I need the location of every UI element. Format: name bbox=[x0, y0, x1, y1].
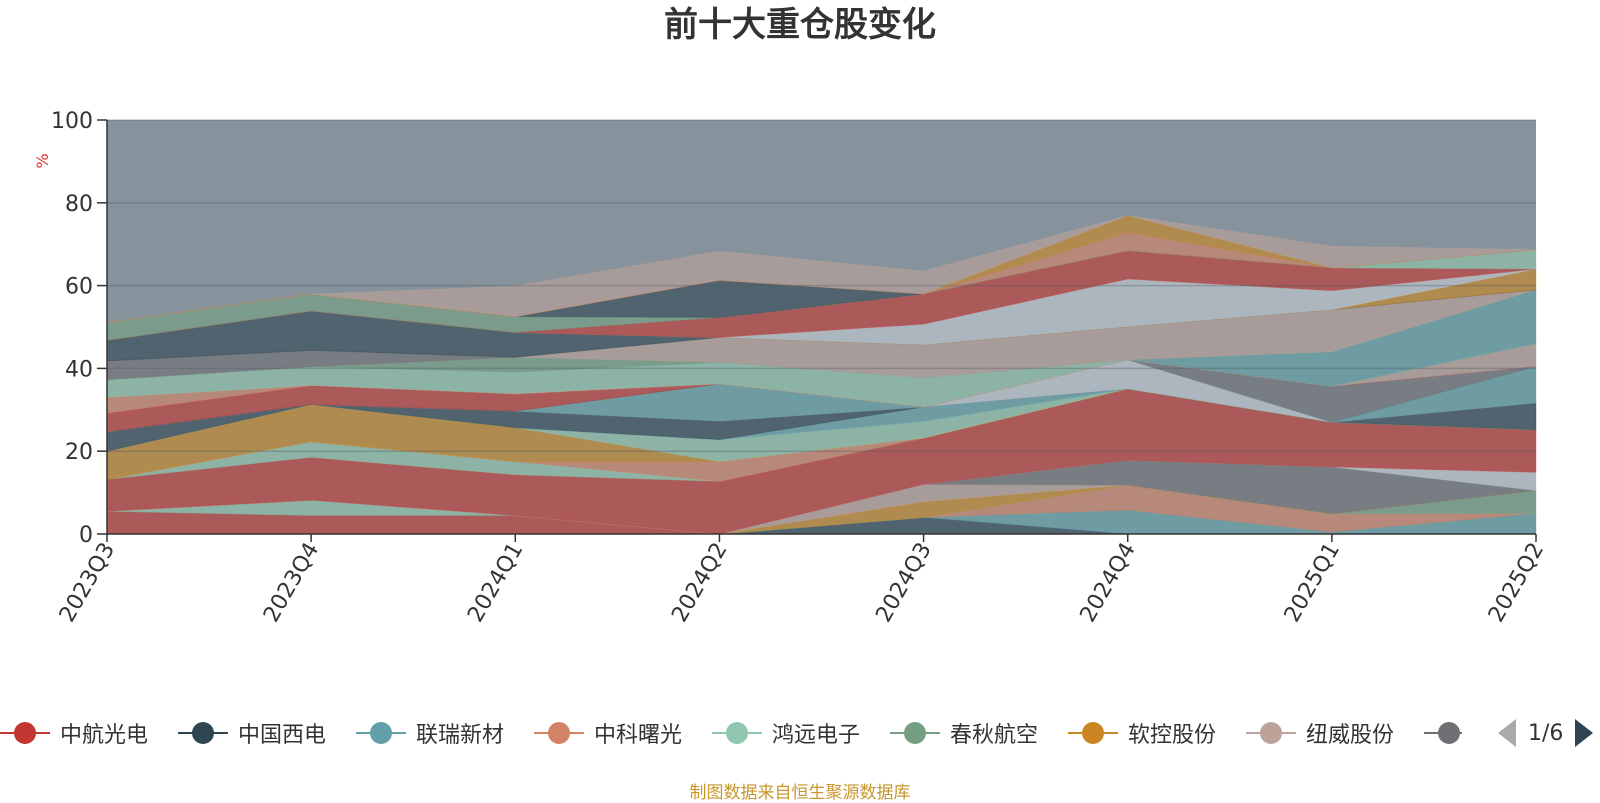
area-series-14 bbox=[106, 388, 1537, 481]
legend-label: 联瑞新材 bbox=[416, 723, 505, 748]
legend-item[interactable]: 中航光电 bbox=[0, 713, 148, 753]
area-series-5 bbox=[106, 484, 1537, 535]
legend-marker-icon bbox=[534, 718, 584, 748]
legend-label: 中国西电 bbox=[238, 723, 327, 748]
area-series-38 bbox=[106, 215, 1537, 323]
pager-next-icon[interactable] bbox=[1575, 719, 1594, 747]
legend-label: 软控股份 bbox=[1128, 723, 1217, 748]
x-tick-label: 2025Q2 bbox=[1484, 539, 1549, 627]
legend-item[interactable]: 联瑞新材 bbox=[356, 713, 504, 753]
legend-pager: 1/6 bbox=[1498, 713, 1594, 753]
area-series-10 bbox=[106, 459, 1537, 535]
legend-label: 鸿远电子 bbox=[772, 723, 861, 748]
legend-marker-icon bbox=[1246, 718, 1296, 748]
legend-item[interactable]: 中国西电 bbox=[178, 713, 326, 753]
legend-marker-icon bbox=[356, 718, 406, 748]
pager-prev-icon[interactable] bbox=[1498, 719, 1516, 747]
legend-marker-icon bbox=[0, 718, 50, 748]
y-tick-label: 60 bbox=[65, 275, 93, 300]
pager-text: 1/6 bbox=[1528, 720, 1564, 746]
legend-marker-icon bbox=[890, 718, 940, 748]
legend-item[interactable]: 菲 bbox=[1424, 713, 1462, 753]
x-tick-label: 2024Q2 bbox=[667, 539, 732, 627]
legend-marker-icon bbox=[1424, 718, 1462, 748]
legend-marker-icon bbox=[1068, 718, 1118, 748]
legend-label: 中航光电 bbox=[60, 723, 149, 748]
y-tick-label: 80 bbox=[65, 192, 93, 217]
x-tick-label: 2023Q4 bbox=[259, 539, 324, 627]
legend-label: 春秋航空 bbox=[950, 723, 1039, 748]
legend-marker-icon bbox=[178, 718, 228, 748]
y-tick-label: 20 bbox=[65, 440, 93, 465]
x-tick-label: 2023Q3 bbox=[55, 539, 120, 627]
legend-item[interactable]: 鸿远电子 bbox=[712, 713, 860, 753]
y-tick-label: 100 bbox=[51, 109, 93, 134]
legend-label: 中科曙光 bbox=[594, 723, 683, 748]
x-tick-label: 2025Q1 bbox=[1280, 539, 1345, 627]
legend-item[interactable]: 春秋航空 bbox=[890, 713, 1038, 753]
y-tick-label: 40 bbox=[65, 357, 93, 382]
source-note: 制图数据来自恒生聚源数据库 bbox=[689, 783, 911, 803]
legend-item[interactable]: 中科曙光 bbox=[534, 713, 682, 753]
y-axis-label: % bbox=[33, 153, 52, 168]
legend-item[interactable]: 软控股份 bbox=[1068, 713, 1216, 753]
chart-plot: 0 20 40 60 80 100% 2023Q3 2023Q4 2024Q1 2024Q2 202… bbox=[33, 109, 1549, 627]
legend-marker-icon bbox=[712, 718, 762, 748]
legend-label: 纽威股份 bbox=[1306, 723, 1395, 748]
x-tick-label: 2024Q3 bbox=[871, 539, 936, 627]
chart-title: 前十大重仓股变化 bbox=[664, 5, 936, 45]
legend-item[interactable]: 纽威股份 bbox=[1246, 713, 1394, 753]
area-series-30 bbox=[106, 268, 1537, 346]
area-series-2 bbox=[106, 509, 1537, 535]
x-tick-label: 2024Q4 bbox=[1076, 539, 1141, 627]
y-tick-label: 0 bbox=[79, 523, 93, 548]
area-series-11 bbox=[106, 388, 1537, 535]
legend: 中航光电 中国西电 联瑞新材 中科曙光 鸿远电子 春秋航空 软控股份 纽威股份 菲 bbox=[0, 713, 1600, 753]
x-tick-label: 2024Q1 bbox=[463, 539, 528, 627]
